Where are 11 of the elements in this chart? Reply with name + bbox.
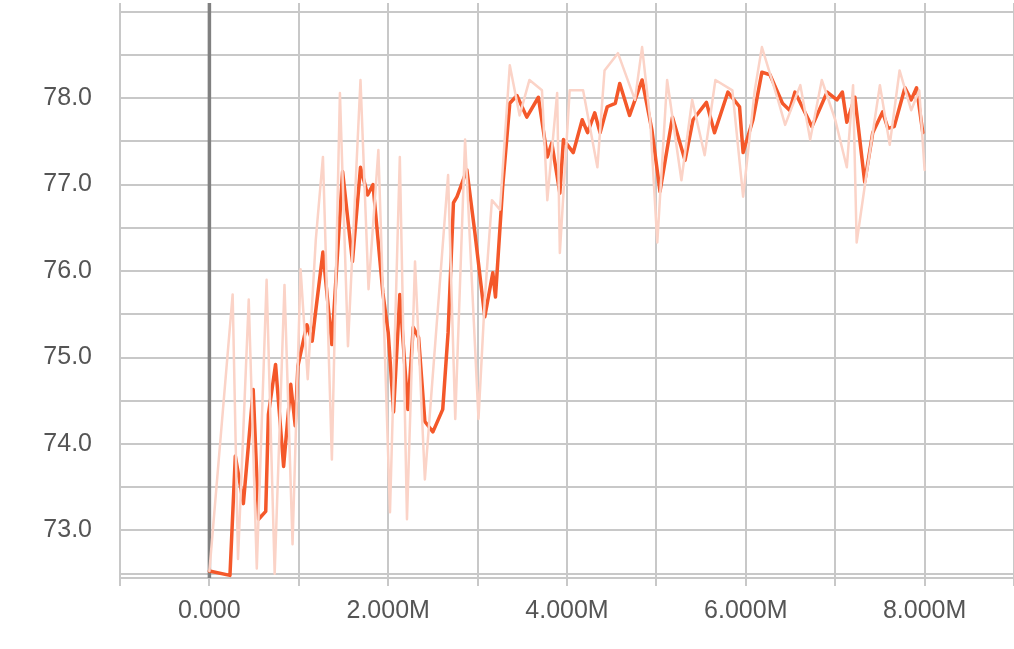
- y-tick-label: 73.0: [43, 514, 92, 543]
- y-tick-label: 77.0: [43, 168, 92, 197]
- x-tick-label: 6.000M: [704, 594, 788, 623]
- y-tick-label: 74.0: [43, 427, 92, 456]
- y-tick-label: 78.0: [43, 82, 92, 110]
- x-tick-label: 0.000: [178, 594, 241, 623]
- x-tick-label: 2.000M: [346, 594, 430, 623]
- y-tick-label: 76.0: [43, 254, 92, 283]
- x-tick-label: 8.000M: [882, 594, 967, 623]
- y-tick-label: 75.0: [43, 341, 92, 370]
- x-tick-label: 4.000M: [525, 594, 609, 623]
